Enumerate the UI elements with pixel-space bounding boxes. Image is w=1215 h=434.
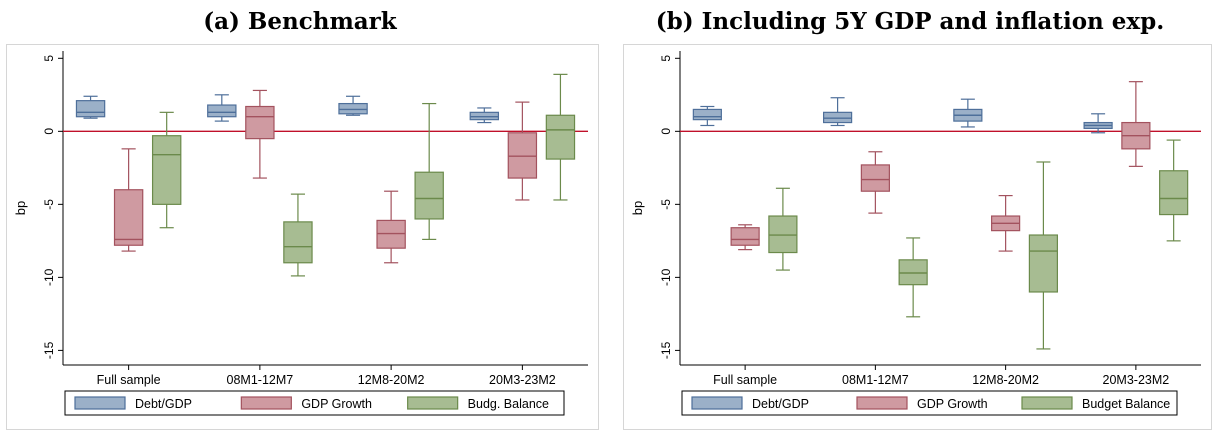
- chart-a: 5 0 -5 -10 -15 bp Full sample 08M1-12M7 12M8-20M…: [13, 51, 588, 416]
- box-iqr: [692, 108, 722, 121]
- box-gdp-growth-1: [860, 151, 890, 214]
- box-debt-gdp-2: [338, 95, 368, 116]
- x-tick-label: 20M3-23M2: [489, 373, 556, 387]
- box-gdp-growth-0: [730, 224, 760, 251]
- x-tick-label: Full sample: [97, 373, 161, 387]
- legend: [681, 390, 1178, 416]
- box-debt-gdp-1: [823, 97, 853, 127]
- box-iqr: [768, 215, 798, 254]
- y-tick-label: 5: [42, 55, 56, 62]
- y-tick-label: -10: [659, 268, 673, 286]
- x-tick-label: 08M1-12M7: [227, 373, 294, 387]
- y-axis-label: bp: [630, 201, 645, 215]
- box-gdp-growth-2: [991, 194, 1021, 252]
- y-tick-label: -15: [659, 341, 673, 359]
- y-tick-label: -5: [42, 199, 56, 210]
- box-budg-balance-1: [283, 193, 313, 277]
- box-budget-balance-2: [1028, 161, 1058, 350]
- legend-swatch: [691, 396, 743, 410]
- y-tick-label: -15: [42, 341, 56, 359]
- box-iqr: [207, 104, 237, 118]
- x-tick-label: 12M8-20M2: [358, 373, 425, 387]
- box-iqr: [151, 135, 182, 205]
- box-budget-balance-0: [768, 187, 798, 271]
- box-iqr: [507, 132, 538, 179]
- legend-label: Budget Balance: [1082, 397, 1170, 411]
- chart-b: 5 0 -5 -10 -15 bp Full sample 08M1-12M7 12M8-20M…: [630, 51, 1201, 416]
- box-iqr: [860, 164, 890, 192]
- box-budg-balance-0: [151, 111, 182, 229]
- y-axis-label: bp: [13, 201, 28, 215]
- x-tick-label: 08M1-12M7: [842, 373, 909, 387]
- box-iqr: [283, 221, 313, 264]
- box-iqr: [113, 189, 144, 246]
- box-budg-balance-2: [414, 102, 444, 240]
- box-budget-balance-3: [1159, 139, 1189, 242]
- box-iqr: [376, 219, 406, 249]
- box-iqr: [245, 105, 275, 140]
- box-gdp-growth-3: [1121, 81, 1151, 167]
- box-iqr: [1159, 170, 1189, 216]
- box-debt-gdp-3: [1083, 113, 1113, 134]
- legend-label: GDP Growth: [917, 397, 988, 411]
- box-iqr: [545, 114, 576, 160]
- panel-b-title: (b) Including 5Y GDP and inflation exp.: [655, 8, 1165, 35]
- box-gdp-growth-3: [507, 101, 538, 201]
- y-tick-label: 0: [42, 128, 56, 135]
- box-budget-balance-1: [898, 237, 928, 318]
- x-tick-label: Full sample: [713, 373, 777, 387]
- legend-swatch: [240, 396, 292, 410]
- y-tick-label: -10: [42, 268, 56, 286]
- y-tick-label: 5: [659, 55, 673, 62]
- box-iqr: [1028, 234, 1058, 293]
- box-debt-gdp-0: [692, 105, 722, 127]
- y-tick-label: -5: [659, 199, 673, 210]
- panel-a-title: (a) Benchmark: [203, 8, 397, 35]
- legend: [64, 390, 565, 416]
- box-gdp-growth-1: [245, 89, 275, 179]
- box-iqr: [338, 102, 368, 115]
- x-tick-label: 12M8-20M2: [972, 373, 1039, 387]
- x-tick-label: 20M3-23M2: [1103, 373, 1170, 387]
- box-iqr: [730, 227, 760, 246]
- box-iqr: [898, 259, 928, 286]
- panel-b: 5 0 -5 -10 -15 bp Full sample 08M1-12M7 12M8-20M…: [623, 44, 1212, 430]
- box-debt-gdp-2: [953, 98, 983, 128]
- panel-a: 5 0 -5 -10 -15 bp Full sample 08M1-12M7 12M8-20M…: [6, 44, 599, 430]
- box-debt-gdp-0: [75, 95, 106, 119]
- legend-swatch: [856, 396, 908, 410]
- box-debt-gdp-1: [207, 94, 237, 122]
- legend-label: Budg. Balance: [468, 397, 549, 411]
- legend-label: Debt/GDP: [135, 397, 192, 411]
- box-iqr: [469, 111, 500, 121]
- box-gdp-growth-2: [376, 190, 406, 264]
- legend-swatch: [1021, 396, 1073, 410]
- box-iqr: [414, 171, 444, 220]
- box-iqr: [75, 100, 106, 118]
- box-gdp-growth-0: [113, 148, 144, 252]
- legend-swatch: [74, 396, 126, 410]
- legend-swatch: [407, 396, 459, 410]
- box-iqr: [823, 111, 853, 124]
- legend-label: Debt/GDP: [752, 397, 809, 411]
- box-budg-balance-3: [545, 73, 576, 201]
- legend-label: GDP Growth: [301, 397, 372, 411]
- y-tick-label: 0: [659, 128, 673, 135]
- box-debt-gdp-3: [469, 107, 500, 124]
